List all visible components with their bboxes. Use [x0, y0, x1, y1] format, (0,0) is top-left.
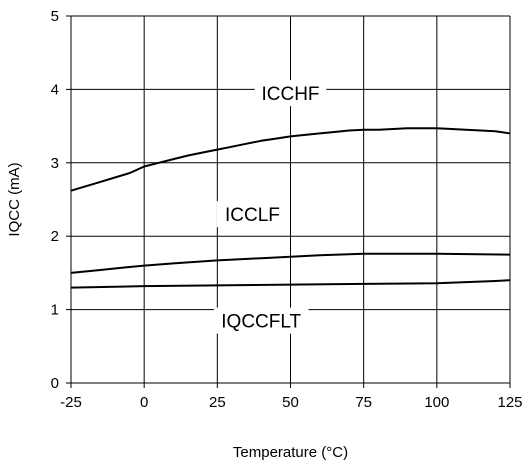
series-line-iqccflt: [70, 279, 511, 289]
x-tick-label: 125: [497, 394, 522, 411]
x-tick-label: 50: [282, 394, 299, 411]
series-label: IQCCFLT: [221, 312, 301, 333]
y-tick-label: 3: [51, 155, 59, 172]
series-label-background: [216, 201, 289, 228]
series-label-background: [213, 307, 309, 334]
y-tick-label: 1: [51, 302, 59, 319]
series-line-icchf: [70, 127, 511, 192]
y-tick-label: 4: [51, 81, 59, 98]
y-tick-label: 2: [51, 228, 59, 245]
series-label: ICCHF: [261, 84, 319, 105]
x-tick-label: 0: [140, 394, 148, 411]
y-tick-label: 5: [51, 8, 59, 25]
series-label-background: [254, 80, 327, 107]
x-axis-title: Temperature (°C): [233, 444, 348, 461]
x-tick-label: 100: [424, 394, 449, 411]
series-layer: [70, 127, 511, 289]
series-labels: ICCHF ICCLF IQCCFLT: [213, 80, 327, 334]
series-label: ICCLF: [225, 205, 280, 226]
x-tick-label: 25: [209, 394, 226, 411]
series-line-icclf: [70, 252, 511, 274]
x-tick-label: -25: [60, 394, 82, 411]
x-tick-label: 75: [355, 394, 372, 411]
y-axis-title: IQCC (mA): [6, 162, 23, 236]
y-tick-label: 0: [51, 375, 59, 392]
